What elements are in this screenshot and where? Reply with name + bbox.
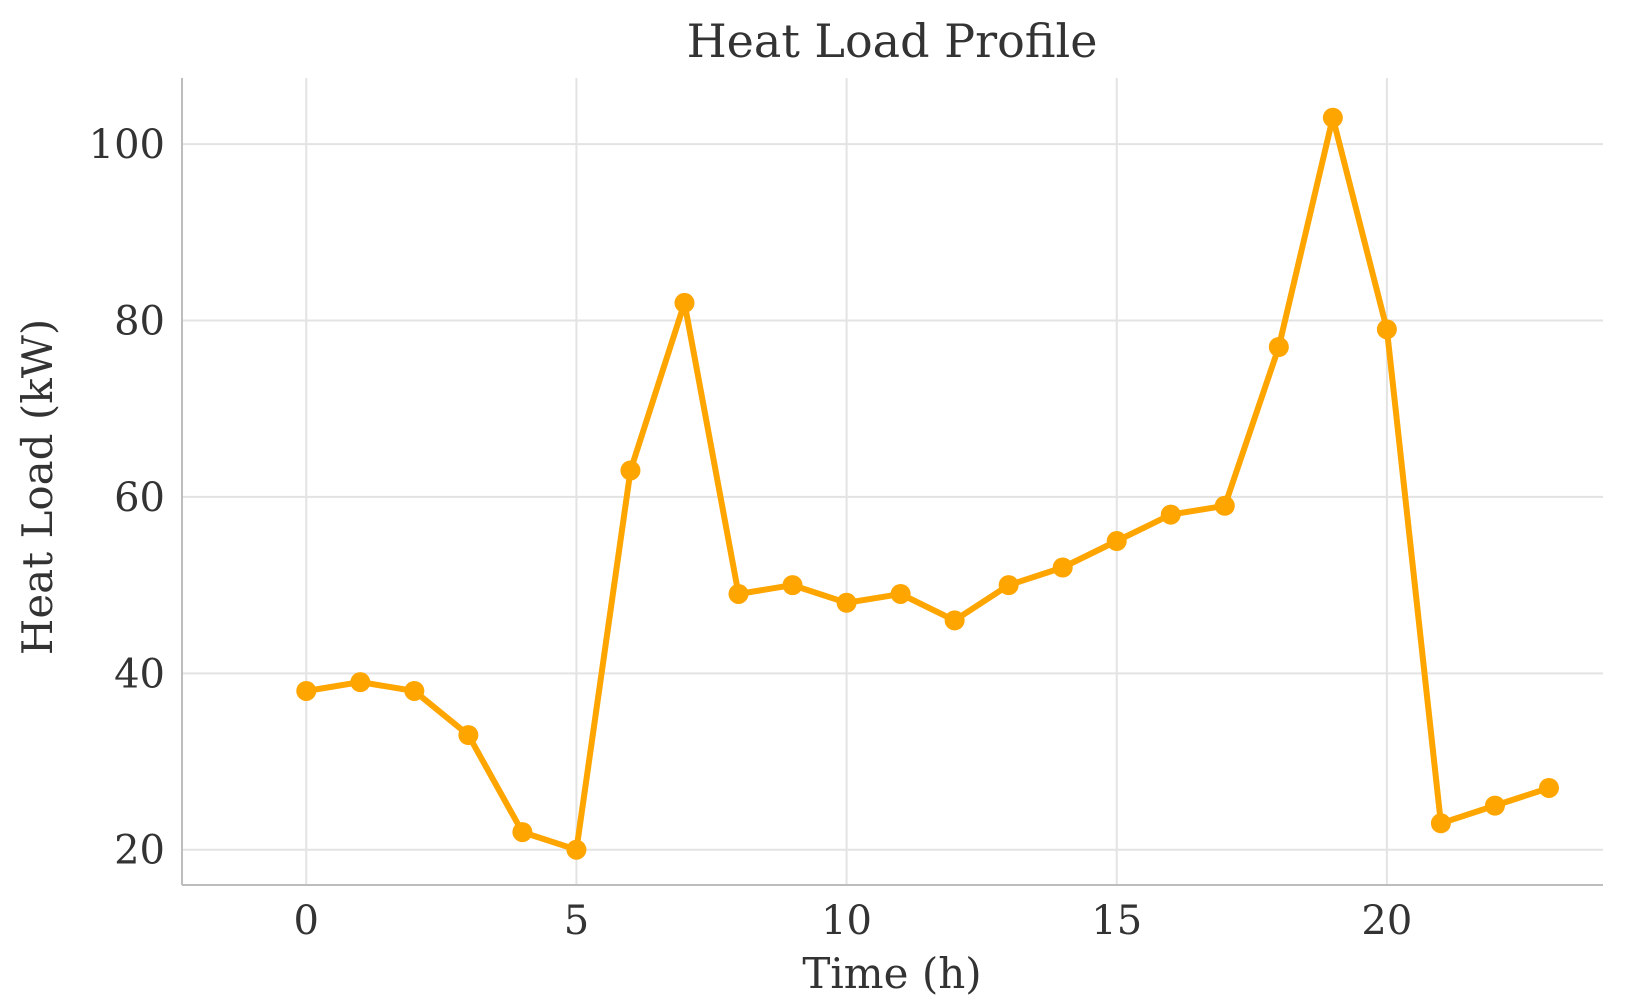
data-point (1214, 495, 1235, 516)
data-point (620, 460, 641, 481)
data-point (1538, 777, 1559, 798)
tick-labels: 0 5 10 15 20 20 40 60 80 100 (89, 122, 1413, 944)
data-point (836, 592, 857, 613)
axes (181, 78, 1603, 886)
x-tick-label: 5 (564, 898, 589, 944)
series (296, 107, 1559, 860)
data-point (1106, 531, 1127, 552)
x-tick-label: 0 (294, 898, 319, 944)
y-tick-label: 40 (114, 651, 165, 697)
data-point (1430, 813, 1451, 834)
series-line (303, 114, 1552, 853)
data-point (782, 575, 803, 596)
x-axis-label: Time (h) (802, 949, 981, 998)
data-point (944, 610, 965, 631)
data-point (1160, 504, 1181, 525)
data-point (1268, 337, 1289, 357)
data-point (350, 672, 371, 693)
y-tick-label: 80 (114, 299, 165, 345)
x-tick-label: 15 (1091, 898, 1142, 944)
data-point (890, 583, 911, 604)
data-point (1376, 319, 1397, 340)
x-tick-label: 10 (821, 898, 872, 944)
data-point (674, 292, 695, 313)
y-tick-label: 100 (89, 122, 165, 168)
data-point (566, 839, 587, 860)
x-tick-label: 20 (1361, 898, 1412, 944)
y-axis-label: Heat Load (kW) (13, 319, 62, 656)
y-tick-label: 60 (114, 475, 165, 521)
data-point (1484, 795, 1505, 816)
data-point (998, 575, 1019, 596)
data-point (728, 583, 749, 604)
data-point (458, 725, 479, 746)
grid (182, 78, 1603, 885)
data-point (1322, 107, 1343, 128)
data-point (512, 822, 533, 843)
data-point (1052, 557, 1073, 578)
chart-title: Heat Load Profile (687, 14, 1098, 68)
data-point (404, 680, 425, 701)
y-tick-label: 20 (114, 828, 165, 874)
data-point (296, 680, 317, 701)
